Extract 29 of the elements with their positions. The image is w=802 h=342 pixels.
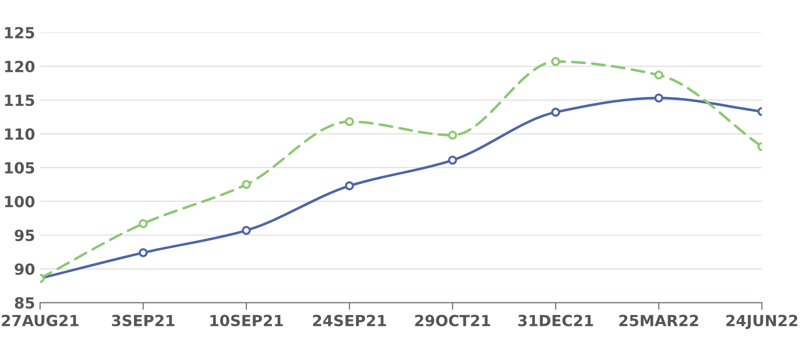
point: [551, 108, 560, 117]
y-tick-label: 105: [5, 162, 34, 174]
point: [654, 70, 664, 80]
point: [448, 130, 458, 140]
y-tick-label: 115: [5, 94, 34, 106]
x-tick-label: 24JUN22: [726, 314, 798, 330]
y-tick-label: 125: [5, 26, 34, 39]
point: [242, 180, 251, 189]
x-tick-label: 3SEP21: [112, 314, 174, 326]
x-tick-label: 10SEP21: [210, 314, 283, 326]
point: [344, 117, 354, 126]
y-tick-label: 110: [5, 128, 35, 140]
point: [344, 181, 354, 190]
point: [138, 219, 148, 228]
x-tick-label: 25MAR22: [619, 314, 698, 326]
x-tick-label: 29OCT21: [415, 314, 490, 326]
x-tick-label: 24SEP21: [313, 314, 386, 326]
point: [448, 156, 458, 165]
point: [654, 93, 664, 103]
y-tick-label: 85: [14, 297, 34, 309]
y-tick-label: 100: [5, 196, 35, 208]
point: [138, 248, 148, 258]
point: [551, 57, 560, 66]
y-tick-label: 95: [14, 230, 34, 242]
y-tick-label: 90: [14, 263, 35, 275]
x-tick-label: 31DEC21: [518, 314, 594, 326]
y-tick-label: 120: [5, 60, 35, 72]
point: [242, 226, 251, 235]
x-tick-label: 27AUG21: [2, 314, 78, 326]
